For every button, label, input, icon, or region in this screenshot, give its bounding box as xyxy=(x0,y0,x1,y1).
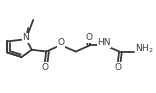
Text: O: O xyxy=(114,63,121,72)
Text: O: O xyxy=(57,38,64,47)
Text: O: O xyxy=(85,33,92,42)
Text: O: O xyxy=(41,63,48,72)
Text: NH$_2$: NH$_2$ xyxy=(135,43,154,56)
Text: HN: HN xyxy=(97,38,111,47)
Text: N: N xyxy=(23,33,29,42)
